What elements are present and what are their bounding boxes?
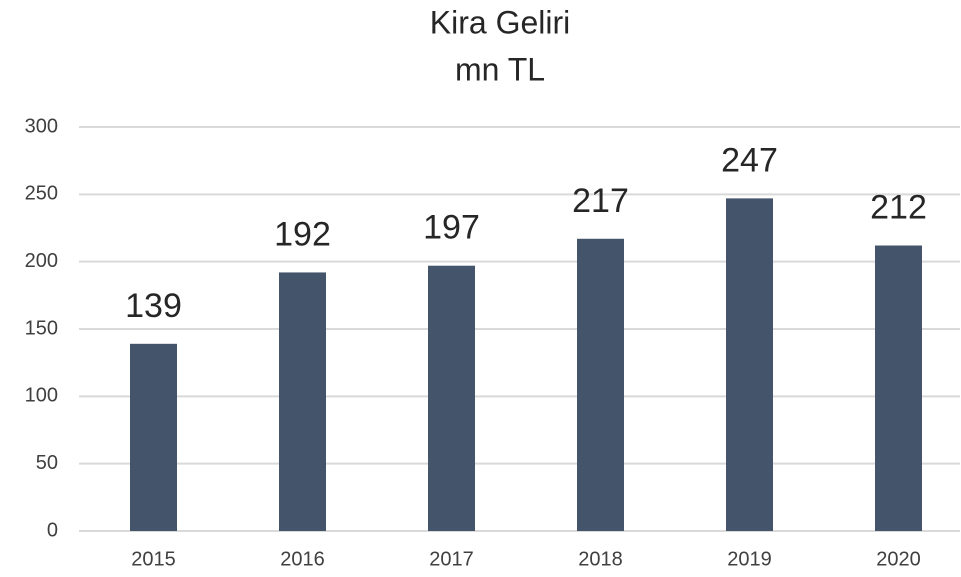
- y-tick-label: 250: [25, 183, 58, 205]
- bar: [875, 245, 922, 532]
- data-label: 139: [125, 287, 182, 325]
- chart-subtitle: mn TL: [455, 51, 545, 87]
- x-tick-label: 2019: [727, 548, 772, 570]
- bar: [279, 272, 326, 531]
- x-tick-label: 2016: [280, 548, 325, 570]
- bar: [726, 198, 773, 531]
- data-label: 192: [274, 215, 331, 253]
- y-tick-label: 300: [25, 115, 58, 137]
- y-tick-label: 150: [25, 317, 58, 339]
- chart-title: Kira Geliri: [430, 4, 570, 40]
- y-tick-label: 100: [25, 385, 58, 407]
- bar: [577, 238, 624, 532]
- bar: [428, 265, 475, 531]
- y-tick-label: 200: [25, 250, 58, 272]
- x-tick-label: 2018: [578, 548, 623, 570]
- x-tick-label: 2015: [131, 548, 176, 570]
- y-tick-label: 50: [36, 452, 58, 474]
- data-label: 217: [572, 182, 629, 220]
- x-tick-label: 2017: [429, 548, 474, 570]
- x-tick-label: 2020: [876, 548, 921, 570]
- data-label: 247: [721, 141, 778, 179]
- data-label: 197: [423, 209, 480, 247]
- bar: [130, 343, 177, 531]
- data-label: 212: [870, 188, 927, 226]
- y-tick-label: 0: [47, 519, 58, 541]
